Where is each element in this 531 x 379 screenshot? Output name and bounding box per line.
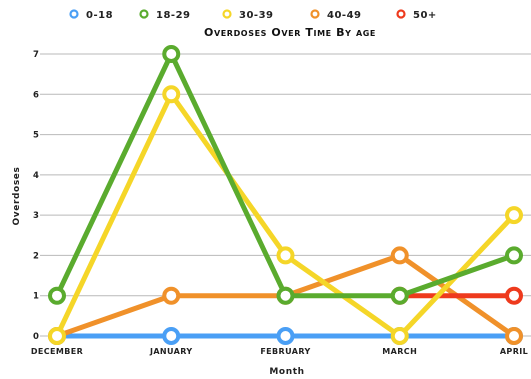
- legend-marker: [69, 9, 79, 19]
- x-tick-label: MARCH: [382, 347, 417, 356]
- data-point: [276, 286, 295, 305]
- data-point: [505, 246, 523, 265]
- series-18-29: [48, 45, 523, 305]
- x-axis-ticks: DECEMBER JANUARY FEBRUARY MARCH APRIL: [31, 347, 528, 356]
- x-tick-label: DECEMBER: [31, 347, 83, 356]
- x-tick-label: JANUARY: [149, 347, 193, 356]
- chart-title: Overdoses Over Time By age: [204, 26, 376, 39]
- data-point: [505, 327, 523, 345]
- y-tick-label: 5: [33, 131, 39, 141]
- legend: 0-18 18-29 30-39 40-49 50+: [69, 9, 437, 21]
- x-axis-label: Month: [269, 367, 304, 377]
- legend-marker: [310, 9, 320, 19]
- x-tick-label: APRIL: [500, 347, 528, 356]
- legend-item-30-39: 30-39: [222, 9, 273, 21]
- y-tick-label: 4: [33, 171, 39, 181]
- data-point: [48, 286, 66, 305]
- legend-label: 0-18: [86, 10, 113, 21]
- series-0-18: [48, 327, 523, 345]
- data-point: [390, 286, 409, 305]
- data-point: [162, 85, 181, 104]
- series-layer: [48, 45, 523, 345]
- data-point: [505, 206, 523, 225]
- legend-item-0-18: 0-18: [69, 9, 113, 21]
- data-point: [162, 327, 181, 345]
- data-point: [162, 45, 181, 63]
- legend-label: 18-29: [156, 10, 190, 21]
- data-point: [390, 327, 409, 345]
- legend-item-40-49: 40-49: [310, 9, 361, 21]
- y-tick-label: 1: [33, 292, 39, 302]
- legend-item-18-29: 18-29: [139, 9, 190, 21]
- y-tick-label: 6: [33, 90, 39, 100]
- legend-item-50+: 50+: [396, 9, 437, 21]
- legend-label: 30-39: [239, 10, 273, 21]
- y-axis-ticks: 0 1 2 3 4 5 6 7: [33, 50, 39, 342]
- legend-marker: [396, 9, 406, 19]
- data-point: [162, 286, 181, 305]
- x-tick-label: FEBRUARY: [260, 347, 310, 356]
- data-point: [48, 327, 66, 345]
- data-point: [276, 246, 295, 265]
- legend-label: 40-49: [327, 10, 361, 21]
- data-point: [276, 327, 295, 345]
- y-axis-label: Overdoses: [12, 167, 22, 226]
- data-point: [390, 246, 409, 265]
- series-30-39: [48, 85, 523, 345]
- y-tick-label: 3: [33, 211, 39, 221]
- legend-marker: [139, 9, 149, 19]
- legend-label: 50+: [413, 10, 437, 21]
- legend-marker: [222, 9, 232, 19]
- y-tick-label: 0: [33, 332, 39, 342]
- data-point: [505, 286, 523, 305]
- y-tick-label: 2: [33, 251, 39, 261]
- y-tick-label: 7: [33, 50, 39, 60]
